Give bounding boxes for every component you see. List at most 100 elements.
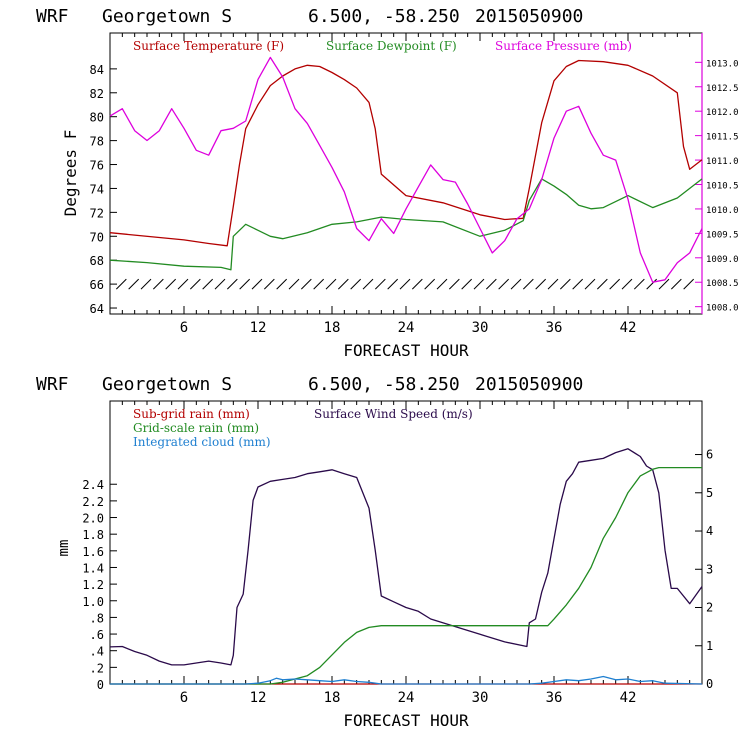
wind-barb	[399, 278, 411, 290]
y-tick-label: 1.8	[82, 528, 104, 542]
x-tick-label: 30	[472, 320, 489, 336]
wind-barb	[177, 278, 189, 290]
x-tick-label: 18	[324, 320, 341, 336]
x-axis-label: FORECAST HOUR	[343, 711, 469, 730]
y-tick-label: 1.6	[82, 545, 104, 559]
header-model: WRF	[36, 6, 69, 27]
y-right-tick-label: 2	[706, 601, 713, 615]
y-right-tick-label: 1011.0	[706, 157, 739, 167]
wind-barb	[152, 278, 164, 290]
surface-dewpoint-line	[109, 178, 703, 271]
header-coords: 6.500, -58.250	[308, 6, 460, 27]
x-tick-label: 24	[398, 690, 415, 706]
header-station: Georgetown S	[102, 374, 232, 395]
wind-barb	[448, 278, 460, 290]
integrated-cloud-line	[110, 675, 703, 685]
y-right-tick-label: 1009.5	[706, 230, 739, 240]
y-tick-label: .2	[90, 661, 104, 675]
y-tick-label: 78	[90, 135, 104, 149]
surface-wind-speed-line	[109, 448, 703, 666]
y-right-tick-label: 1011.5	[706, 133, 739, 143]
y-tick-label: .4	[90, 645, 104, 659]
wind-barb	[559, 278, 571, 290]
y-right-tick-label: 1010.5	[706, 181, 739, 191]
y-right-tick-label: 1013.0	[706, 59, 739, 69]
y-tick-label: 72	[90, 206, 104, 220]
x-tick-label: 12	[250, 320, 267, 336]
x-tick-label: 36	[546, 320, 563, 336]
wind-barb	[189, 278, 201, 290]
wind-barb	[436, 278, 448, 290]
y-right-tick-label: 1008.5	[706, 279, 739, 289]
y-tick-label: 68	[90, 254, 104, 268]
y-tick-label: 1.2	[82, 578, 104, 592]
legend-integrated-cloud: Integrated cloud (mm)	[133, 435, 271, 449]
grid-scale-rain-line	[110, 466, 702, 685]
wind-barb	[387, 278, 399, 290]
y-tick-label: 76	[90, 159, 104, 173]
wind-barb	[288, 278, 300, 290]
y-tick-label: 2.2	[82, 495, 104, 509]
y-right-tick-label: 1010.0	[706, 206, 739, 216]
wind-barb	[411, 278, 423, 290]
wind-barb	[670, 278, 682, 290]
wind-barb	[251, 278, 263, 290]
y-tick-label: 84	[90, 63, 104, 77]
wind-barb	[461, 278, 473, 290]
wind-barb	[584, 278, 596, 290]
wind-barb	[633, 278, 645, 290]
wind-barb	[424, 278, 436, 290]
wind-barb	[535, 278, 547, 290]
legend-dewpoint: Surface Dewpoint (F)	[326, 39, 457, 53]
y-tick-label: 70	[90, 230, 104, 244]
temperature-pressure-panel: WRF Georgetown S 6.500, -58.250 20150509…	[36, 6, 739, 360]
wind-barb	[300, 278, 312, 290]
y-tick-label: .8	[90, 611, 104, 625]
x-tick-label: 6	[180, 690, 188, 706]
wind-barb	[337, 278, 349, 290]
wind-barb	[165, 278, 177, 290]
wind-barb	[572, 278, 584, 290]
y-tick-label: 80	[90, 111, 104, 125]
y-right-tick-label: 4	[706, 524, 713, 538]
y-right-tick-label: 1	[706, 639, 713, 653]
legend-pressure: Surface Pressure (mb)	[495, 39, 632, 53]
wind-barb	[374, 278, 386, 290]
y-right-tick-label: 1008.0	[706, 304, 739, 314]
header-station: Georgetown S	[102, 6, 232, 27]
wind-barb	[128, 278, 140, 290]
header-model: WRF	[36, 374, 69, 395]
surface-temperature-line	[109, 59, 703, 247]
wind-barbs	[115, 278, 695, 290]
y-right-tick-label: 3	[706, 562, 713, 576]
wind-barb	[239, 278, 251, 290]
wind-barb	[646, 278, 658, 290]
y-right-tick-label: 1009.0	[706, 255, 739, 265]
y-axis-label: Degrees F	[61, 130, 80, 217]
wind-barb	[362, 278, 374, 290]
y-tick-label: 74	[90, 182, 104, 196]
x-axis-label: FORECAST HOUR	[343, 341, 469, 360]
y-tick-label: 1.0	[82, 595, 104, 609]
y-right-tick-label: 5	[706, 486, 713, 500]
wind-barb	[473, 278, 485, 290]
wind-barb	[609, 278, 621, 290]
x-tick-label: 36	[546, 690, 563, 706]
y-tick-label: 82	[90, 87, 104, 101]
legend-subgrid-rain: Sub-grid rain (mm)	[133, 407, 250, 421]
legend-temperature: Surface Temperature (F)	[133, 39, 284, 53]
x-tick-label: 24	[398, 320, 415, 336]
y-tick-label: 0	[97, 678, 104, 692]
y-axis-label: mm	[56, 540, 72, 557]
wind-barb	[263, 278, 275, 290]
x-tick-label: 18	[324, 690, 341, 706]
wind-barb	[658, 278, 670, 290]
wind-barb	[226, 278, 238, 290]
header-coords: 6.500, -58.250	[308, 374, 460, 395]
legend-grid-scale-rain: Grid-scale rain (mm)	[133, 421, 259, 435]
legend-wind-speed: Surface Wind Speed (m/s)	[314, 407, 473, 421]
x-tick-label: 6	[180, 320, 188, 336]
wind-barb	[498, 278, 510, 290]
wind-barb	[350, 278, 362, 290]
